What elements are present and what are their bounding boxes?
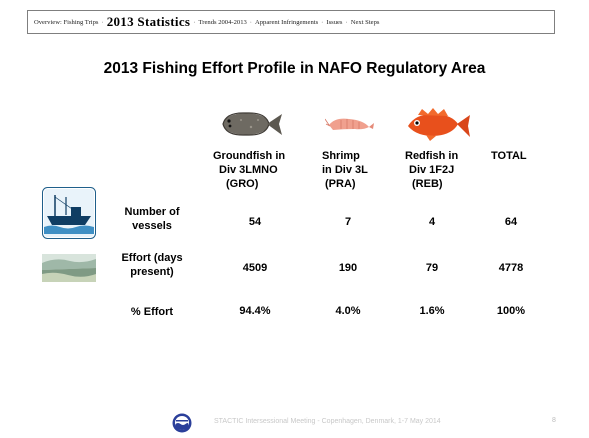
cell-percent-pra: 4.0% (335, 305, 361, 317)
nav-item-statistics[interactable]: 2013 Statistics (106, 14, 191, 29)
cell-effort-pra: 190 (338, 262, 358, 274)
cell-vessels-gro: 54 (248, 216, 262, 228)
cell-effort-total: 4778 (498, 262, 524, 274)
cell-percent-gro: 94.4% (239, 305, 271, 317)
page-number: 8 (552, 417, 556, 424)
fishing-vessel-icon (42, 187, 96, 239)
column-header-total: TOTAL (491, 150, 527, 162)
nav-item-issues[interactable]: Issues (326, 18, 343, 26)
flatfish-icon (222, 112, 282, 136)
column-header-groundfish: Groundfish in Div 3LMNO (GRO) (213, 150, 286, 190)
footer-text: STACTIC Intersessional Meeting - Copenha… (214, 418, 441, 425)
nav-item-overview[interactable]: Overview: Fishing Trips (34, 18, 99, 26)
cell-vessels-reb: 4 (428, 216, 436, 228)
nav-item-trends[interactable]: Trends 2004-2013 (198, 18, 247, 26)
cell-vessels-pra: 7 (344, 216, 352, 228)
column-header-shrimp: Shrimp in Div 3L (PRA) (322, 150, 368, 190)
nav-separator: · (249, 18, 252, 26)
nav-separator: · (321, 18, 324, 26)
slide-title: 2013 Fishing Effort Profile in NAFO Regu… (103, 60, 486, 77)
nafo-logo-icon (172, 413, 192, 433)
row-label-vessels: Number of vessels (124, 206, 180, 232)
cell-percent-reb: 1.6% (419, 305, 445, 317)
redfish-icon (408, 108, 470, 141)
nav-bar: Overview: Fishing Trips · 2013 Statistic… (27, 10, 555, 34)
nav-item-next-steps[interactable]: Next Steps (350, 18, 380, 26)
sea-landscape-icon (42, 254, 96, 282)
nav-separator: · (101, 18, 104, 26)
shrimp-icon (325, 118, 374, 130)
nav-separator: · (193, 18, 196, 26)
nav-item-infringements[interactable]: Apparent Infringements (255, 18, 319, 26)
cell-effort-reb: 79 (425, 262, 439, 274)
cell-percent-total: 100% (496, 305, 526, 317)
cell-vessels-total: 64 (504, 216, 518, 228)
cell-effort-gro: 4509 (242, 262, 268, 274)
column-header-redfish: Redfish in Div 1F2J (REB) (405, 150, 459, 190)
row-label-percent-effort: % Effort (130, 306, 174, 318)
row-label-effort: Effort (days present) (121, 252, 183, 278)
nav-separator: · (345, 18, 348, 26)
